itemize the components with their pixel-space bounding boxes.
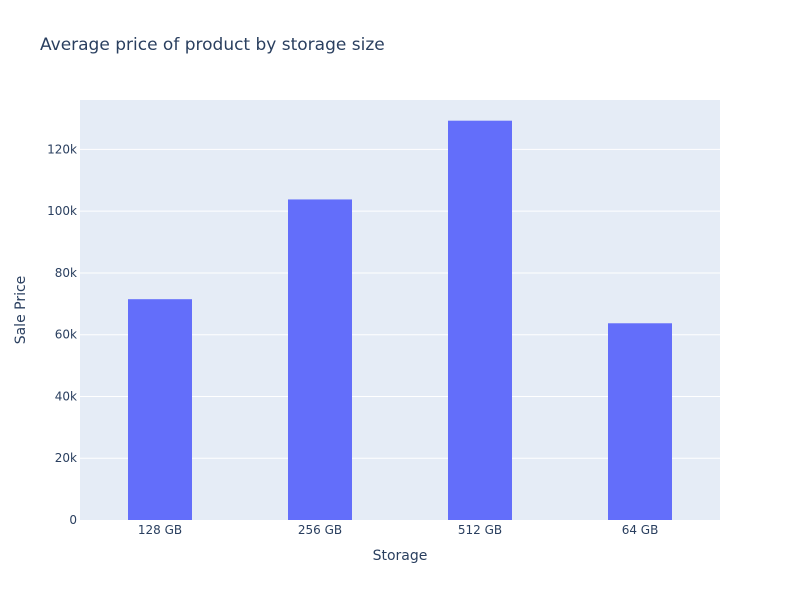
bar-256-gb[interactable] <box>288 199 352 520</box>
y-tick-label: 0 <box>69 513 77 527</box>
bar-128-gb[interactable] <box>128 299 192 520</box>
y-axis-label: Sale Price <box>13 276 29 345</box>
y-tick-label: 40k <box>55 389 77 403</box>
y-tick-label: 80k <box>55 266 77 280</box>
bar-64-gb[interactable] <box>608 323 672 520</box>
x-tick-label: 64 GB <box>622 523 659 537</box>
x-tick-label: 512 GB <box>458 523 502 537</box>
chart-title: Average price of product by storage size <box>40 35 385 55</box>
y-tick-label: 100k <box>47 204 77 218</box>
x-axis-ticks: 128 GB 256 GB 512 GB 64 GB <box>138 523 658 537</box>
y-axis-ticks: 0 20k 40k 60k 80k 100k 120k <box>47 142 77 527</box>
y-tick-label: 20k <box>55 451 77 465</box>
x-tick-label: 128 GB <box>138 523 182 537</box>
y-tick-label: 120k <box>47 142 77 156</box>
x-tick-label: 256 GB <box>298 523 342 537</box>
x-axis-label: Storage <box>373 548 428 564</box>
bar-512-gb[interactable] <box>448 121 512 520</box>
y-tick-label: 60k <box>55 328 77 342</box>
